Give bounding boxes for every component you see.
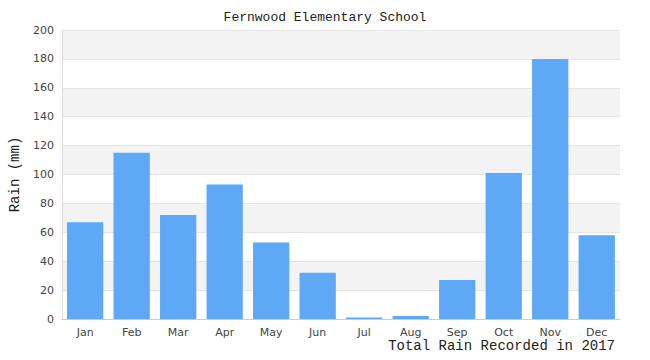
svg-text:Aug: Aug — [400, 326, 422, 339]
svg-text:100: 100 — [33, 168, 54, 181]
svg-text:140: 140 — [33, 110, 54, 123]
svg-text:80: 80 — [40, 197, 54, 210]
svg-text:40: 40 — [40, 255, 54, 268]
svg-text:60: 60 — [40, 226, 54, 239]
svg-text:Apr: Apr — [215, 326, 235, 339]
svg-text:Jun: Jun — [308, 326, 326, 339]
svg-text:0: 0 — [47, 313, 54, 326]
svg-text:Rain (mm): Rain (mm) — [7, 137, 23, 213]
svg-text:Mar: Mar — [168, 326, 189, 339]
svg-text:Jan: Jan — [76, 326, 94, 339]
svg-text:160: 160 — [33, 81, 54, 94]
svg-text:Total Rain Recorded in 2017: Total Rain Recorded in 2017 — [388, 338, 615, 354]
svg-text:Jul: Jul — [357, 326, 371, 339]
svg-text:May: May — [260, 326, 283, 339]
svg-text:120: 120 — [33, 139, 54, 152]
svg-text:Oct: Oct — [494, 326, 514, 339]
svg-text:200: 200 — [33, 24, 54, 37]
svg-text:Feb: Feb — [122, 326, 141, 339]
svg-text:Sep: Sep — [446, 326, 468, 339]
svg-text:Dec: Dec — [586, 326, 608, 339]
svg-text:Fernwood Elementary School: Fernwood Elementary School — [224, 10, 427, 25]
svg-text:180: 180 — [33, 52, 54, 65]
svg-text:Nov: Nov — [539, 326, 561, 339]
svg-text:20: 20 — [40, 284, 54, 297]
